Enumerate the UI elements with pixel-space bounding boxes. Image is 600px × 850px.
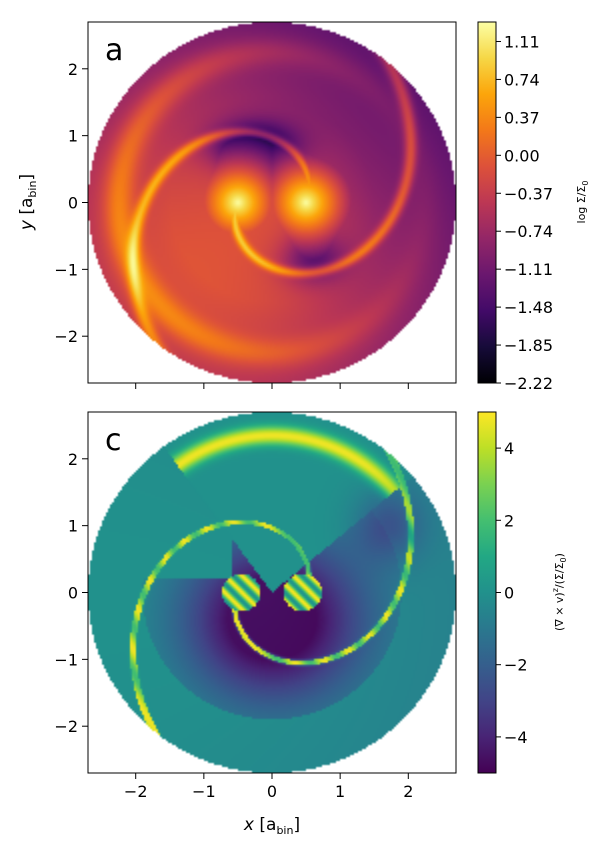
panel-c: −2 −1 0 1 2 −2 −1 0 1 2 c x [abin] 4 2 0 −2 −4 (∇ × … [54, 411, 568, 837]
y-tick-label: 1 [68, 517, 78, 536]
colorbar-ticks-a: 1.11 0.74 0.37 0.00 −0.37 −0.74 −1.11 −1.48 −1.8… [496, 32, 553, 393]
y-tick-label: 2 [68, 60, 78, 79]
colorbar-label-c: (∇ × v)z/(Σ/Σ0) [551, 553, 568, 631]
y-tick-label: −2 [54, 717, 78, 736]
y-tick-label: 1 [68, 127, 78, 146]
y-ticks-a: −2 −1 0 1 2 [54, 60, 88, 346]
colorbar-label-a: log Σ/Σ0 [575, 181, 590, 224]
colorbar-tick-label: −0.74 [504, 222, 553, 241]
y-tick-label: 2 [68, 450, 78, 469]
heatmap-c [88, 412, 456, 773]
x-tick-label: −2 [124, 782, 148, 801]
colorbar-tick-label: 0 [504, 584, 514, 603]
y-tick-label: −1 [54, 650, 78, 669]
colorbar-tick-label: 2 [504, 511, 514, 530]
y-tick-label: −1 [54, 260, 78, 279]
colorbar-tick-label: −1.11 [504, 260, 553, 279]
x-ticks-c: −2 −1 0 1 2 [124, 773, 413, 801]
colorbar-tick-label: 0.37 [504, 108, 540, 127]
colorbar-tick-label: −2.22 [504, 374, 553, 393]
x-axis-label-c: x [abin] [243, 815, 300, 837]
colorbar-tick-label: −2 [504, 656, 528, 675]
y-tick-label: −2 [54, 327, 78, 346]
colorbar-c [477, 411, 497, 774]
x-tick-label: 2 [403, 782, 413, 801]
colorbar-tick-label: 1.11 [504, 32, 540, 51]
colorbar-tick-label: −1.85 [504, 336, 553, 355]
x-tick-label: 0 [267, 782, 277, 801]
y-axis-label-a: y [abin] [17, 174, 39, 231]
panel-label-a: a [105, 33, 123, 68]
colorbar-tick-label: 4 [504, 439, 514, 458]
y-tick-label: 0 [68, 584, 78, 603]
x-ticks-a [135, 383, 409, 389]
colorbar-tick-label: 0.00 [504, 146, 540, 165]
colorbar-ticks-c: 4 2 0 −2 −4 [496, 439, 528, 747]
x-tick-label: −1 [192, 782, 216, 801]
heatmap-a [88, 22, 456, 383]
colorbar-a [477, 21, 497, 384]
colorbar-tick-label: −4 [504, 728, 528, 747]
y-ticks-c: −2 −1 0 1 2 [54, 450, 88, 736]
colorbar-tick-label: 0.74 [504, 70, 540, 89]
panel-a: −2 −1 0 1 2 a y [abin] 1.11 0.74 0.37 0.00 −0.37… [17, 21, 590, 393]
y-tick-label: 0 [68, 194, 78, 213]
colorbar-tick-label: −1.48 [504, 298, 553, 317]
colorbar-tick-label: −0.37 [504, 184, 553, 203]
panel-label-c: c [105, 423, 122, 458]
x-tick-label: 1 [335, 782, 345, 801]
